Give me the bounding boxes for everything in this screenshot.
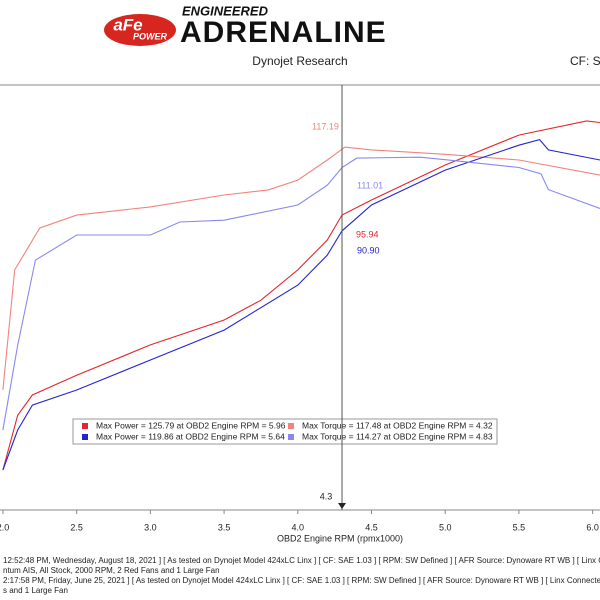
series-line <box>2 120 600 471</box>
legend-label: Max Torque = 114.27 at OBD2 Engine RPM =… <box>302 431 493 441</box>
legend-label: Max Power = 119.86 at OBD2 Engine RPM = … <box>96 431 285 441</box>
series-line <box>2 146 600 391</box>
annotation: 111.01 <box>357 180 383 190</box>
x-tick-label: 5.5 <box>513 522 526 532</box>
annotation: 117.19 <box>312 121 339 131</box>
correction-factor: CF: SA <box>570 54 600 68</box>
legend-swatch <box>288 423 294 429</box>
x-axis-label: OBD2 Engine RPM (rpmx1000) <box>277 533 403 543</box>
x-tick-label: 6.0 <box>586 522 599 532</box>
legend-swatch <box>82 423 88 429</box>
x-tick-label: 4.0 <box>292 522 305 532</box>
cursor-arrow <box>338 503 347 509</box>
tagline-top: ENGINEERED <box>182 3 269 18</box>
footer-line: 2:17:58 PM, Friday, June 25, 2021 ] [ As… <box>3 576 600 585</box>
x-tick-label: 2.0 <box>0 522 9 532</box>
legend-label: Max Torque = 117.48 at OBD2 Engine RPM =… <box>302 420 493 430</box>
logo-badge <box>104 14 176 46</box>
plot-frame <box>0 84 600 511</box>
logo-sub: POWER <box>133 31 168 41</box>
legend-box <box>72 418 498 445</box>
x-tick-label: 2.5 <box>70 522 83 532</box>
x-tick-label: 4.5 <box>365 522 378 532</box>
series-line <box>2 156 600 431</box>
footer-line: s and 1 Large Fan <box>3 586 68 595</box>
x-tick-label: 5.0 <box>439 522 452 532</box>
footer-line: ntum AIS, All Stock, 2000 RPM, 2 Red Fan… <box>3 566 220 575</box>
cursor-label: 4.3 <box>320 491 333 501</box>
logo-brand: aFe <box>113 15 142 34</box>
series-line <box>2 138 600 471</box>
x-tick-label: 3.5 <box>218 522 231 532</box>
x-tick-label: 3.0 <box>144 522 157 532</box>
tagline-main: ADRENALINE <box>180 16 387 49</box>
annotation: 90.90 <box>357 245 380 255</box>
legend-label: Max Power = 125.79 at OBD2 Engine RPM = … <box>96 420 286 430</box>
company: Dynojet Research <box>252 54 347 68</box>
annotation: 95.94 <box>356 229 379 239</box>
legend-swatch <box>82 434 88 440</box>
footer-line: 12:52:48 PM, Wednesday, August 18, 2021 … <box>3 556 600 565</box>
legend-swatch <box>288 434 294 440</box>
